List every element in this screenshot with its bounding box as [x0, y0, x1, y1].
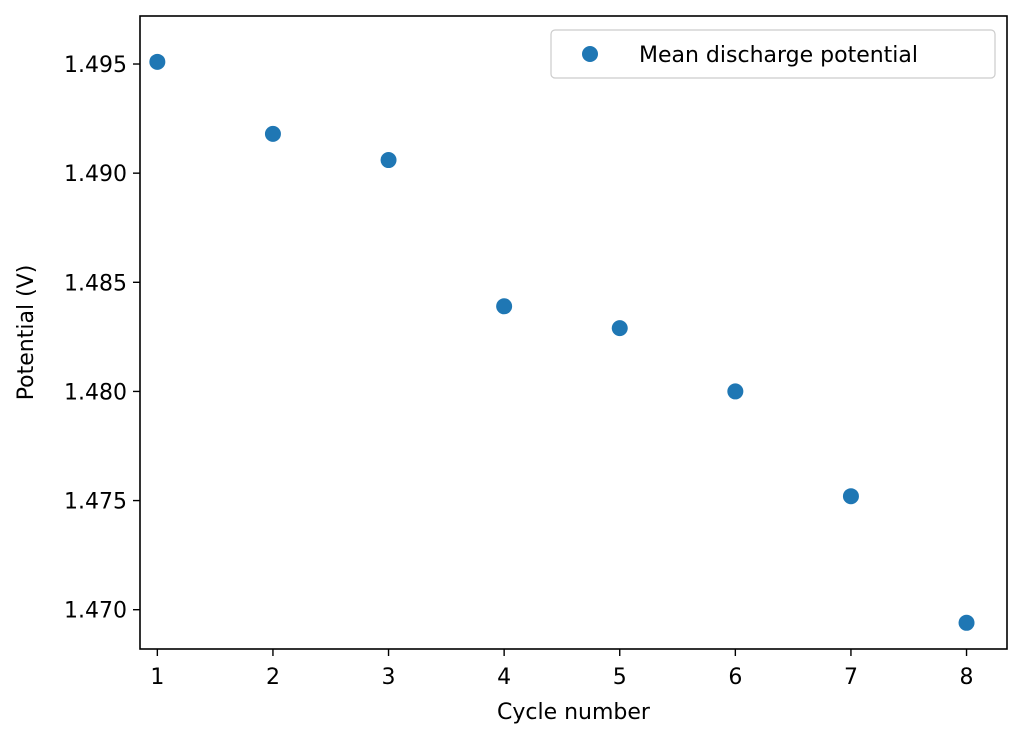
y-tick-label: 1.495: [64, 53, 127, 78]
data-point: [611, 320, 628, 337]
plot-area-frame: [139, 15, 1008, 650]
legend-label: Mean discharge potential: [639, 43, 918, 68]
x-tick-label: 1: [150, 665, 164, 690]
y-axis-label: Potential (V): [14, 265, 39, 401]
x-tick-label: 3: [382, 665, 396, 690]
legend: Mean discharge potential: [550, 29, 996, 79]
data-point: [264, 125, 281, 142]
y-tick-label: 1.490: [64, 162, 127, 187]
y-tick-label: 1.485: [64, 271, 127, 296]
y-tick-label: 1.470: [64, 599, 127, 624]
y-tick-label: 1.480: [64, 380, 127, 405]
x-tick-label: 7: [844, 665, 858, 690]
legend-box: [550, 29, 996, 79]
data-points: [149, 53, 975, 631]
x-tick-label: 4: [497, 665, 511, 690]
x-axis-ticks: 1 2 3 4 5 6 7 8: [150, 649, 974, 690]
data-point: [380, 152, 397, 169]
x-tick-label: 8: [960, 665, 974, 690]
y-axis-ticks: 1.470 1.475 1.480 1.485 1.490 1.495: [64, 53, 140, 624]
data-point: [842, 488, 859, 505]
x-tick-label: 5: [613, 665, 627, 690]
x-axis-label: Cycle number: [497, 700, 651, 725]
data-point: [727, 383, 744, 400]
legend-marker: [582, 46, 598, 62]
data-point: [496, 298, 513, 315]
data-point: [149, 53, 166, 70]
y-tick-label: 1.475: [64, 490, 127, 515]
data-point: [958, 614, 975, 631]
x-tick-label: 2: [266, 665, 280, 690]
x-tick-label: 6: [728, 665, 742, 690]
